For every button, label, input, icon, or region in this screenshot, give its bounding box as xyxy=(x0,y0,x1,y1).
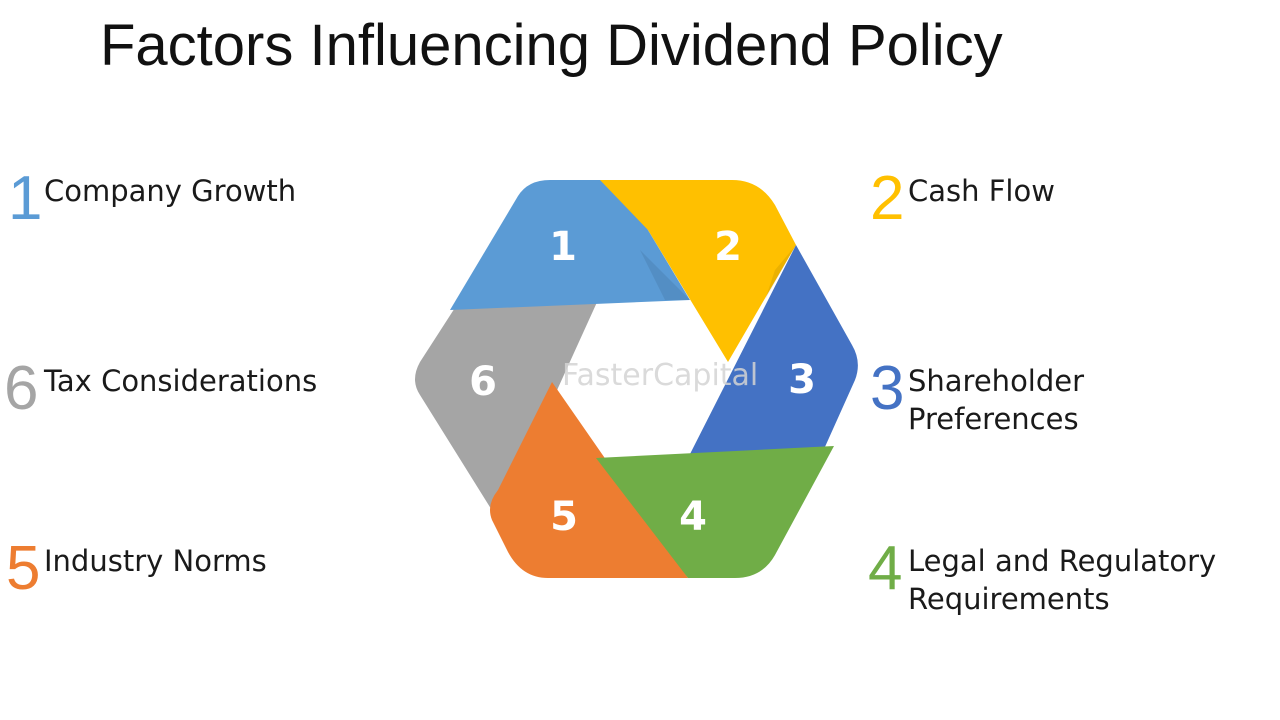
factor-1-label: Company Growth xyxy=(44,174,297,208)
factor-1-number: 1 xyxy=(8,164,43,233)
factor-5-number: 5 xyxy=(6,534,41,603)
segment-2-number: 2 xyxy=(714,224,742,270)
watermark-text: FasterCapital xyxy=(562,358,758,393)
factor-2-number: 2 xyxy=(870,164,905,233)
factor-4-number: 4 xyxy=(868,534,903,603)
factor-4-label-line1: Legal and Regulatory xyxy=(908,544,1217,578)
factor-3-label-line2: Preferences xyxy=(908,402,1079,436)
overlap-shade-1 xyxy=(640,250,690,300)
factor-2-label: Cash Flow xyxy=(908,174,1055,208)
factor-3-number: 3 xyxy=(870,354,905,423)
segment-3-number: 3 xyxy=(788,357,816,403)
overlap-shade-2 xyxy=(765,245,796,300)
page-title: Factors Influencing Dividend Policy xyxy=(100,13,1003,78)
segment-1 xyxy=(450,180,690,310)
factor-6-label: Tax Considerations xyxy=(44,364,318,398)
segment-5 xyxy=(490,382,688,578)
factor-6-number: 6 xyxy=(4,354,39,423)
factor-5-label: Industry Norms xyxy=(44,544,267,578)
segment-4 xyxy=(596,446,834,578)
factor-3-label-line1: Shareholder xyxy=(908,364,1085,398)
segment-1-number: 1 xyxy=(549,224,577,270)
segment-4-number: 4 xyxy=(679,494,707,540)
segment-6-number: 6 xyxy=(469,359,497,405)
segment-3 xyxy=(688,245,858,458)
segment-2 xyxy=(600,180,796,362)
segment-6 xyxy=(415,300,598,520)
factor-4-label-line2: Requirements xyxy=(908,582,1110,616)
segment-5-number: 5 xyxy=(550,494,578,540)
